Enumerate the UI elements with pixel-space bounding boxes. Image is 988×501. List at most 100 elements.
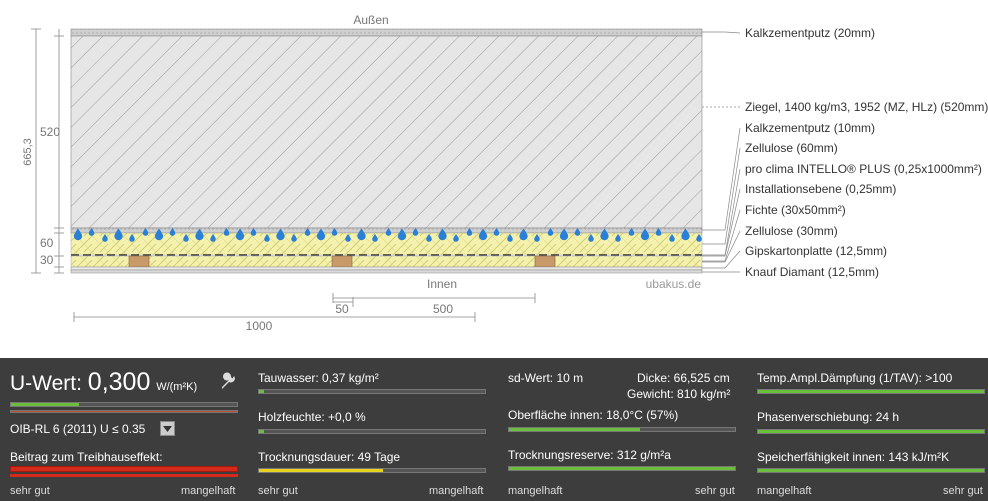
sd-wert-label: sd-Wert: 10 m — [508, 371, 584, 385]
leader-line-5 — [702, 188, 741, 257]
leader-line-6 — [702, 209, 741, 262]
u-value-number: 0,300 — [87, 368, 151, 396]
layer-label-3: Zellulose (60mm) — [745, 141, 838, 155]
scale-50-label: 50 — [335, 302, 349, 316]
layer-label-5: Installationsebene (0,25mm) — [745, 182, 896, 196]
water-drop — [250, 227, 257, 236]
oberflaeche-label: Oberfläche innen: 18,0°C (57%) — [508, 408, 679, 422]
water-drop — [210, 233, 216, 242]
u-value-heading: U-Wert: 0,300 W/(m²K) — [10, 368, 197, 397]
layer-label-7: Zellulose (30mm) — [745, 224, 838, 238]
u-value-bar — [10, 402, 238, 407]
surface-column: sd-Wert: 10 m Dicke: 66,525 cm Gewicht: … — [498, 358, 748, 501]
layer-gypsum-board — [70, 266, 703, 271]
layer-cellulose-30 — [70, 255, 703, 268]
scale-bad-label: mangelhaft — [429, 485, 484, 497]
water-drop — [114, 228, 123, 241]
water-drop — [264, 233, 270, 242]
water-drop — [385, 227, 392, 236]
trocknungsreserve-label: Trocknungsreserve: 312 g/m²a — [508, 448, 671, 462]
water-drop — [519, 228, 528, 241]
water-drop — [397, 228, 407, 241]
greenhouse-bar-secondary — [10, 474, 238, 477]
tauwasser-bar — [258, 389, 486, 394]
water-drop — [195, 228, 204, 241]
water-drop — [345, 233, 351, 242]
scale-good-label: sehr gut — [10, 485, 50, 497]
u-value-label: U-Wert: — [10, 372, 82, 395]
dicke-label: Dicke: 66,525 cm — [637, 371, 730, 385]
scale-bad-label: mangelhaft — [181, 485, 236, 497]
scale-bars — [73, 293, 536, 322]
water-drop — [291, 233, 297, 242]
water-drop — [696, 233, 702, 242]
water-drop — [681, 228, 690, 241]
inside-label: Innen — [427, 277, 457, 291]
leader-line-7 — [702, 230, 741, 263]
dropdown-arrow-icon[interactable] — [160, 421, 175, 436]
water-drop — [559, 228, 569, 241]
water-drop — [142, 227, 149, 236]
holzfeuchte-label: Holzfeuchte: +0,0 % — [258, 410, 366, 424]
water-drop — [316, 228, 326, 241]
water-drop — [235, 228, 245, 241]
leader-line-2 — [702, 127, 741, 231]
dim-60-label: 60 — [40, 236, 54, 250]
scale-good-label: sehr gut — [943, 485, 983, 497]
water-drop — [73, 228, 83, 241]
layer-leader-lines — [702, 31, 741, 273]
water-drop — [276, 228, 285, 241]
dim-30-label: 30 — [40, 253, 54, 267]
tauwasser-label: Tauwasser: 0,37 kg/m² — [258, 371, 379, 385]
outside-label: Außen — [353, 13, 388, 27]
water-drop — [426, 233, 432, 242]
trocknungsdauer-bar — [258, 468, 486, 473]
leader-line-3 — [702, 147, 741, 245]
water-drop — [438, 228, 447, 241]
speicher-bar — [757, 468, 985, 473]
scale-1000-label: 1000 — [246, 319, 273, 333]
speicher-label: Speicherfähigkeit innen: 143 kJ/m²K — [757, 450, 950, 464]
water-drop — [547, 227, 554, 236]
trocknungsdauer-label: Trocknungsdauer: 49 Tage — [258, 450, 401, 464]
water-drop — [574, 227, 581, 236]
wall-layers — [70, 28, 703, 274]
water-drop — [183, 233, 189, 242]
dimension-lines — [31, 28, 64, 274]
water-drop — [493, 227, 500, 236]
moisture-column: Tauwasser: 0,37 kg/m² Holzfeuchte: +0,0 … — [248, 358, 498, 501]
water-drop — [615, 233, 621, 242]
water-drop — [129, 233, 135, 242]
water-drop — [453, 233, 459, 242]
condensation-drops — [73, 227, 702, 242]
water-drop — [223, 227, 230, 236]
water-drop — [534, 233, 540, 242]
u-value-unit: W/(m²K) — [156, 381, 198, 393]
wrench-icon[interactable] — [219, 372, 237, 390]
oib-label: OIB-RL 6 (2011) U ≤ 0.35 — [10, 422, 146, 436]
layer-label-1: Ziegel, 1400 kg/m3, 1952 (MZ, HLz) (520m… — [745, 100, 988, 114]
water-drop — [372, 233, 378, 242]
oberflaeche-bar — [508, 427, 736, 432]
phasen-label: Phasenverschiebung: 24 h — [757, 410, 900, 424]
holzfeuchte-bar — [258, 429, 486, 434]
layer-labels: Kalkzementputz (20mm) Ziegel, 1400 kg/m3,… — [745, 26, 988, 279]
temp-ampl-label: Temp.Ampl.Dämpfung (1/TAV): >100 — [757, 371, 953, 385]
greenhouse-bar — [10, 466, 238, 472]
dim-520-label: 520 — [40, 125, 60, 139]
water-drop — [412, 227, 419, 236]
layer-label-4: pro clima INTELLO® PLUS (0,25x1000mm²) — [745, 162, 982, 176]
u-value-column: U-Wert: 0,300 W/(m²K) OIB-RL 6 (2011) U … — [0, 358, 248, 501]
water-drop — [169, 227, 176, 236]
water-drop — [102, 233, 108, 242]
leader-line-8 — [702, 250, 741, 269]
scale-bad-label: mangelhaft — [757, 485, 812, 497]
scale-bad-label: mangelhaft — [508, 485, 563, 497]
greenhouse-label: Beitrag zum Treibhauseffekt: — [10, 450, 163, 464]
water-drop — [640, 228, 650, 241]
water-drop — [357, 228, 366, 241]
wood-batten-2 — [331, 255, 353, 268]
thermal-storage-column: Temp.Ampl.Dämpfung (1/TAV): >100 Phasenv… — [748, 358, 988, 501]
layer-label-8: Gipskartonplatte (12,5mm) — [745, 244, 887, 258]
gewicht-label: Gewicht: 810 kg/m² — [627, 387, 731, 401]
